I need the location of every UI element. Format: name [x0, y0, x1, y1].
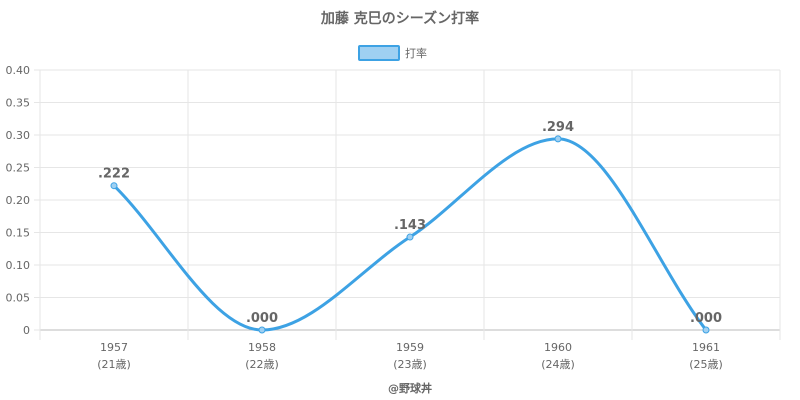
data-point[interactable]: [554, 135, 562, 143]
x-tick-age-label: (22歳): [245, 358, 279, 371]
data-point[interactable]: [110, 182, 118, 190]
x-tick-age-label: (21歳): [97, 358, 131, 371]
legend[interactable]: 打率: [358, 45, 427, 61]
legend-label: 打率: [405, 46, 427, 60]
y-tick-label: 0.05: [6, 292, 31, 305]
x-tick-label: 1959: [396, 341, 424, 354]
axes: 0 0.05 0.10 0.15 0.20 0.25 0.30 0.35 0.40 1957 (21…: [6, 64, 723, 371]
data-label: .000: [246, 311, 278, 326]
y-tick-label: 0.35: [6, 97, 31, 110]
y-tick-label: 0: [23, 324, 30, 337]
chart-title: 加藤 克巳のシーズン打率: [320, 10, 479, 27]
x-tick-label: 1958: [248, 341, 276, 354]
x-tick-age-label: (25歳): [689, 358, 723, 371]
data-point[interactable]: [258, 326, 266, 334]
y-tick-label: 0.40: [6, 64, 31, 77]
data-labels: .222 .000 .143 .294 .000: [98, 120, 722, 326]
x-tick-label: 1957: [100, 341, 128, 354]
grid: [34, 69, 781, 340]
data-label: .143: [394, 218, 426, 233]
x-tick-label: 1960: [544, 341, 572, 354]
footer-credit: @野球丼: [388, 381, 432, 395]
x-tick-age-label: (24歳): [541, 358, 575, 371]
data-label: .000: [690, 311, 722, 326]
y-tick-label: 0.30: [6, 129, 31, 142]
data-label: .222: [98, 167, 130, 182]
legend-swatch: [358, 45, 400, 61]
data-point[interactable]: [702, 326, 710, 334]
data-point[interactable]: [406, 233, 414, 241]
x-tick-age-label: (23歳): [393, 358, 427, 371]
y-tick-label: 0.15: [6, 227, 31, 240]
y-tick-label: 0.20: [6, 194, 31, 207]
data-points: [110, 135, 710, 334]
x-tick-label: 1961: [692, 341, 720, 354]
y-tick-label: 0.25: [6, 162, 31, 175]
y-tick-label: 0.10: [6, 259, 31, 272]
data-label: .294: [542, 120, 574, 135]
